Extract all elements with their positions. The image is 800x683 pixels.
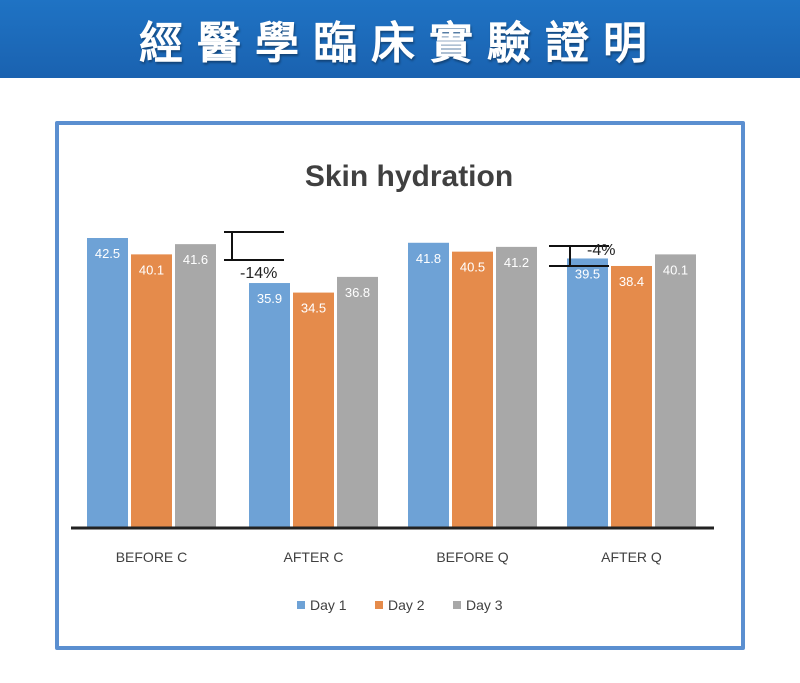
- legend-swatch-day-2: [375, 601, 383, 609]
- legend-label-day-1: Day 1: [310, 597, 347, 613]
- category-label: BEFORE C: [116, 549, 188, 565]
- bar-day-3-after-c: [337, 276, 378, 528]
- bar-day-3-after-q: [655, 254, 696, 528]
- bar-day-2-after-q: [611, 265, 652, 528]
- data-label: 42.5: [95, 246, 120, 261]
- annotation-label: -14%: [240, 265, 277, 282]
- legend-label-day-3: Day 3: [466, 597, 503, 613]
- data-label: 39.5: [575, 266, 600, 281]
- data-label: 35.9: [257, 291, 282, 306]
- data-label: 34.5: [301, 301, 326, 316]
- bar-day-1-after-c: [249, 283, 290, 528]
- data-label: 40.1: [139, 262, 164, 277]
- category-label: BEFORE Q: [436, 549, 508, 565]
- bar-day-2-before-q: [452, 251, 493, 528]
- data-label: 41.8: [416, 251, 441, 266]
- data-label: 40.5: [460, 260, 485, 275]
- chart-title: Skin hydration: [305, 160, 513, 193]
- bar-day-3-before-c: [175, 244, 216, 528]
- legend-swatch-day-1: [297, 601, 305, 609]
- data-label: 41.6: [183, 252, 208, 267]
- title-banner: 經醫學臨床實驗證明: [0, 0, 800, 78]
- skin-hydration-chart: Skin hydration 42.5 35.9 41.8 39.5 40.1 34.5 4…: [71, 160, 714, 613]
- bar-day-1-before-q: [408, 242, 449, 528]
- bar-day-1-before-c: [87, 238, 128, 528]
- chart-frame: Skin hydration 42.5 35.9 41.8 39.5 40.1 34.5 4…: [55, 121, 745, 650]
- bar-day-2-before-c: [131, 254, 172, 528]
- bar-day-1-after-q: [567, 258, 608, 528]
- data-label: 41.2: [504, 255, 529, 270]
- annotation-label: -4%: [587, 242, 615, 259]
- banner-title: 經醫學臨床實驗證明: [139, 18, 661, 69]
- legend-swatch-day-3: [453, 601, 461, 609]
- category-label: AFTER Q: [601, 549, 662, 565]
- bar-day-2-after-c: [293, 292, 334, 528]
- category-label: AFTER C: [284, 549, 344, 565]
- data-label: 38.4: [619, 274, 644, 289]
- bar-day-3-before-q: [496, 246, 537, 528]
- data-label: 36.8: [345, 285, 370, 300]
- data-label: 40.1: [663, 262, 688, 277]
- legend-label-day-2: Day 2: [388, 597, 425, 613]
